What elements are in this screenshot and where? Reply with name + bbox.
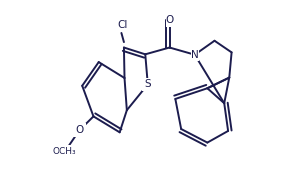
Text: S: S xyxy=(144,79,151,89)
Bar xyxy=(166,14,173,27)
Bar xyxy=(191,48,199,61)
Bar xyxy=(143,78,153,91)
Text: OCH₃: OCH₃ xyxy=(53,147,77,156)
Text: O: O xyxy=(75,125,84,135)
Text: O: O xyxy=(165,15,174,25)
Text: N: N xyxy=(191,50,199,60)
Text: Cl: Cl xyxy=(117,20,128,30)
